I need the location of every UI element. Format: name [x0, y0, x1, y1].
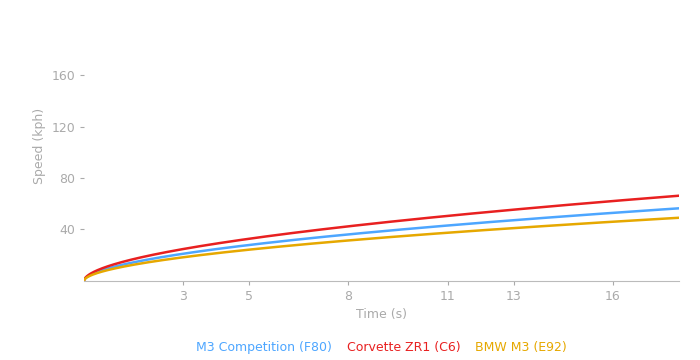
- M3 Competition (F80): [80, 279, 88, 283]
- BMW M3 (E92): [544, 224, 552, 228]
- Corvette ZR1 (C6): [141, 255, 149, 259]
- Legend: M3 Competition (F80), Corvette ZR1 (C6), BMW M3 (E92): M3 Competition (F80), Corvette ZR1 (C6),…: [191, 336, 572, 359]
- Line: M3 Competition (F80): M3 Competition (F80): [84, 208, 679, 281]
- Line: Corvette ZR1 (C6): Corvette ZR1 (C6): [84, 196, 679, 281]
- Corvette ZR1 (C6): [489, 210, 497, 214]
- BMW M3 (E92): [321, 240, 329, 245]
- BMW M3 (E92): [489, 228, 497, 232]
- M3 Competition (F80): [342, 233, 350, 237]
- Corvette ZR1 (C6): [675, 194, 683, 198]
- X-axis label: Time (s): Time (s): [356, 309, 407, 321]
- Corvette ZR1 (C6): [321, 227, 329, 231]
- M3 Competition (F80): [321, 235, 329, 239]
- BMW M3 (E92): [554, 223, 563, 227]
- Y-axis label: Speed (kph): Speed (kph): [33, 108, 46, 184]
- M3 Competition (F80): [544, 215, 552, 220]
- BMW M3 (E92): [80, 279, 88, 283]
- BMW M3 (E92): [141, 261, 149, 265]
- M3 Competition (F80): [675, 206, 683, 211]
- Line: BMW M3 (E92): BMW M3 (E92): [84, 218, 679, 281]
- Corvette ZR1 (C6): [544, 204, 552, 209]
- Corvette ZR1 (C6): [342, 224, 350, 229]
- Corvette ZR1 (C6): [554, 203, 563, 208]
- Corvette ZR1 (C6): [80, 279, 88, 283]
- M3 Competition (F80): [141, 258, 149, 262]
- M3 Competition (F80): [489, 220, 497, 224]
- M3 Competition (F80): [554, 215, 563, 219]
- BMW M3 (E92): [342, 238, 350, 243]
- BMW M3 (E92): [675, 216, 683, 220]
